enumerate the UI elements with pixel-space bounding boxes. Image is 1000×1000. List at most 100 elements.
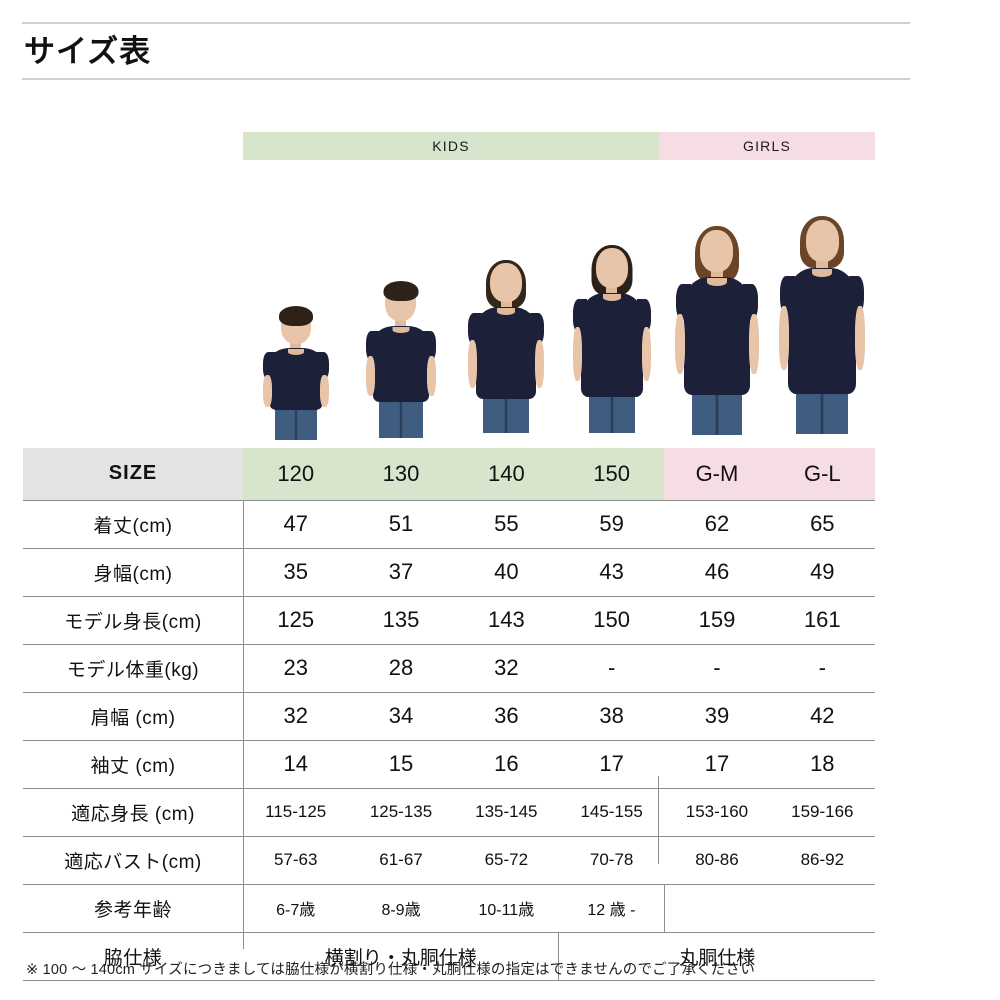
row-label-katahaba: 肩幅 (cm) <box>23 692 244 741</box>
model-figure-130 <box>348 200 453 448</box>
row-label-fit-height: 適応身長 (cm) <box>23 788 244 837</box>
cell-fit-bust-130: 61-67 <box>348 836 454 885</box>
table-row: 参考年齢 6-7歳 8-9歳 10-11歳 12 歳 - <box>23 884 875 933</box>
table-row: モデル身長(cm) 125 135 143 150 159 161 <box>23 596 875 645</box>
cell-kitake-gm: 62 <box>664 500 770 549</box>
jeans-icon <box>691 391 742 435</box>
table-row: 着丈(cm) 47 51 55 59 62 65 <box>23 500 875 549</box>
table-row: 袖丈 (cm) 14 15 16 17 17 18 <box>23 740 875 789</box>
header-size-130: 130 <box>348 448 454 501</box>
cell-katahaba-130: 34 <box>348 692 454 741</box>
arm-right-icon <box>855 305 866 370</box>
cell-fit-bust-140: 65-72 <box>453 836 559 885</box>
tshirt-icon <box>779 268 866 394</box>
tshirt-icon <box>262 348 329 410</box>
model-photo-strip <box>243 200 875 448</box>
collar-icon <box>812 269 833 277</box>
cell-kitake-150: 59 <box>558 500 665 549</box>
cell-ref-age-140: 10-11歳 <box>453 884 559 933</box>
neck-icon <box>395 319 407 326</box>
cell-model-height-150: 150 <box>558 596 665 645</box>
cell-sodetake-gm: 17 <box>664 740 770 789</box>
category-bands: KIDS GIRLS <box>243 132 875 160</box>
tshirt-icon <box>572 293 651 397</box>
table-row: 身幅(cm) 35 37 40 43 46 49 <box>23 548 875 597</box>
cell-fit-bust-gm: 80-86 <box>664 836 770 885</box>
cell-model-weight-130: 28 <box>348 644 454 693</box>
head-icon <box>490 263 523 302</box>
hair-icon <box>383 281 419 301</box>
arm-right-icon <box>535 340 545 389</box>
footnote: ※ 100 ～ 140cm サイズにつきましては脇仕様が横割り仕様・丸胴仕様の指… <box>26 962 756 978</box>
cell-sodetake-120: 14 <box>243 740 349 789</box>
arm-left-icon <box>674 313 685 374</box>
arm-left-icon <box>572 327 582 382</box>
collar-icon <box>287 349 304 355</box>
sleeve-left-icon <box>468 312 483 345</box>
cell-kitake-140: 55 <box>453 500 559 549</box>
row-label-sodetake: 袖丈 (cm) <box>23 740 244 789</box>
cell-katahaba-120: 32 <box>243 692 349 741</box>
neck-icon <box>710 270 723 277</box>
neck-icon <box>290 342 302 348</box>
size-table: SIZE 120 130 140 150 G-M G-L 着丈(cm) 47 5… <box>23 448 875 981</box>
cell-katahaba-140: 36 <box>453 692 559 741</box>
model-figure-gl <box>770 200 875 448</box>
arm-left-icon <box>262 375 272 408</box>
neck-icon <box>816 260 829 268</box>
cell-model-weight-150: - <box>558 644 665 693</box>
sleeve-right-icon <box>849 275 865 314</box>
table-row: 適応身長 (cm) 115-125 125-135 135-145 145-15… <box>23 788 875 837</box>
cell-side-spec-kids: 横割り・丸胴仕様 <box>243 932 560 981</box>
band-kids-label: KIDS <box>432 138 470 154</box>
cell-fit-bust-gl: 86-92 <box>769 836 875 885</box>
header-size-gl: G-L <box>769 448 875 501</box>
model-figure-120 <box>243 200 348 448</box>
tshirt-icon <box>365 326 436 402</box>
table-header-row: SIZE 120 130 140 150 G-M G-L <box>23 448 875 501</box>
arm-left-icon <box>779 305 790 370</box>
cell-fit-bust-120: 57-63 <box>243 836 349 885</box>
cell-model-height-120: 125 <box>243 596 349 645</box>
row-label-kitake: 着丈(cm) <box>23 500 244 549</box>
table-row: 適応バスト(cm) 57-63 61-67 65-72 70-78 80-86 … <box>23 836 875 885</box>
collar-icon <box>497 308 516 315</box>
head-icon <box>805 220 839 262</box>
cell-kitake-130: 51 <box>348 500 454 549</box>
header-size-120: 120 <box>243 448 349 501</box>
cell-katahaba-gl: 42 <box>769 692 875 741</box>
sleeve-left-icon <box>780 275 796 314</box>
collar-icon <box>706 278 727 286</box>
model-figure-gm <box>664 200 769 448</box>
header-size-label: SIZE <box>23 448 244 501</box>
neck-icon <box>500 300 512 307</box>
jeans-icon <box>483 395 530 433</box>
table-row: 肩幅 (cm) 32 34 36 38 39 42 <box>23 692 875 741</box>
tshirt-icon <box>468 307 545 399</box>
band-girls-label: GIRLS <box>742 138 791 154</box>
table-row: モデル体重(kg) 23 28 32 - - - <box>23 644 875 693</box>
arm-right-icon <box>319 375 329 408</box>
cell-model-height-130: 135 <box>348 596 454 645</box>
cell-mihaba-gm: 46 <box>664 548 770 597</box>
cell-model-weight-120: 23 <box>243 644 349 693</box>
sleeve-left-icon <box>572 299 587 334</box>
cell-side-spec-girls: 丸胴仕様 <box>558 932 875 981</box>
sleeve-right-icon <box>422 330 436 361</box>
sleeve-right-icon <box>530 312 545 345</box>
cell-sodetake-150: 17 <box>558 740 665 789</box>
cell-sodetake-gl: 18 <box>769 740 875 789</box>
arm-left-icon <box>468 340 478 389</box>
band-girls: GIRLS <box>659 132 875 160</box>
cell-ref-age-130: 8-9歳 <box>348 884 454 933</box>
cell-fit-height-gl: 159-166 <box>769 788 875 837</box>
tshirt-icon <box>674 277 759 395</box>
sleeve-left-icon <box>365 330 379 361</box>
cell-ref-age-150: 12 歳 - <box>558 884 665 933</box>
cell-ref-age-120: 6-7歳 <box>243 884 349 933</box>
jeans-icon <box>378 398 423 438</box>
head-icon <box>700 230 734 272</box>
arm-right-icon <box>641 327 651 382</box>
cell-katahaba-gm: 39 <box>664 692 770 741</box>
arm-right-icon <box>748 313 759 374</box>
